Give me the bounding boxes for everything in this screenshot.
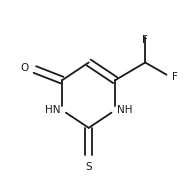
Text: HN: HN bbox=[45, 105, 61, 115]
Text: NH: NH bbox=[117, 105, 133, 115]
Text: S: S bbox=[85, 162, 92, 172]
Text: F: F bbox=[142, 35, 148, 45]
Text: O: O bbox=[20, 63, 29, 73]
Text: F: F bbox=[172, 72, 178, 82]
